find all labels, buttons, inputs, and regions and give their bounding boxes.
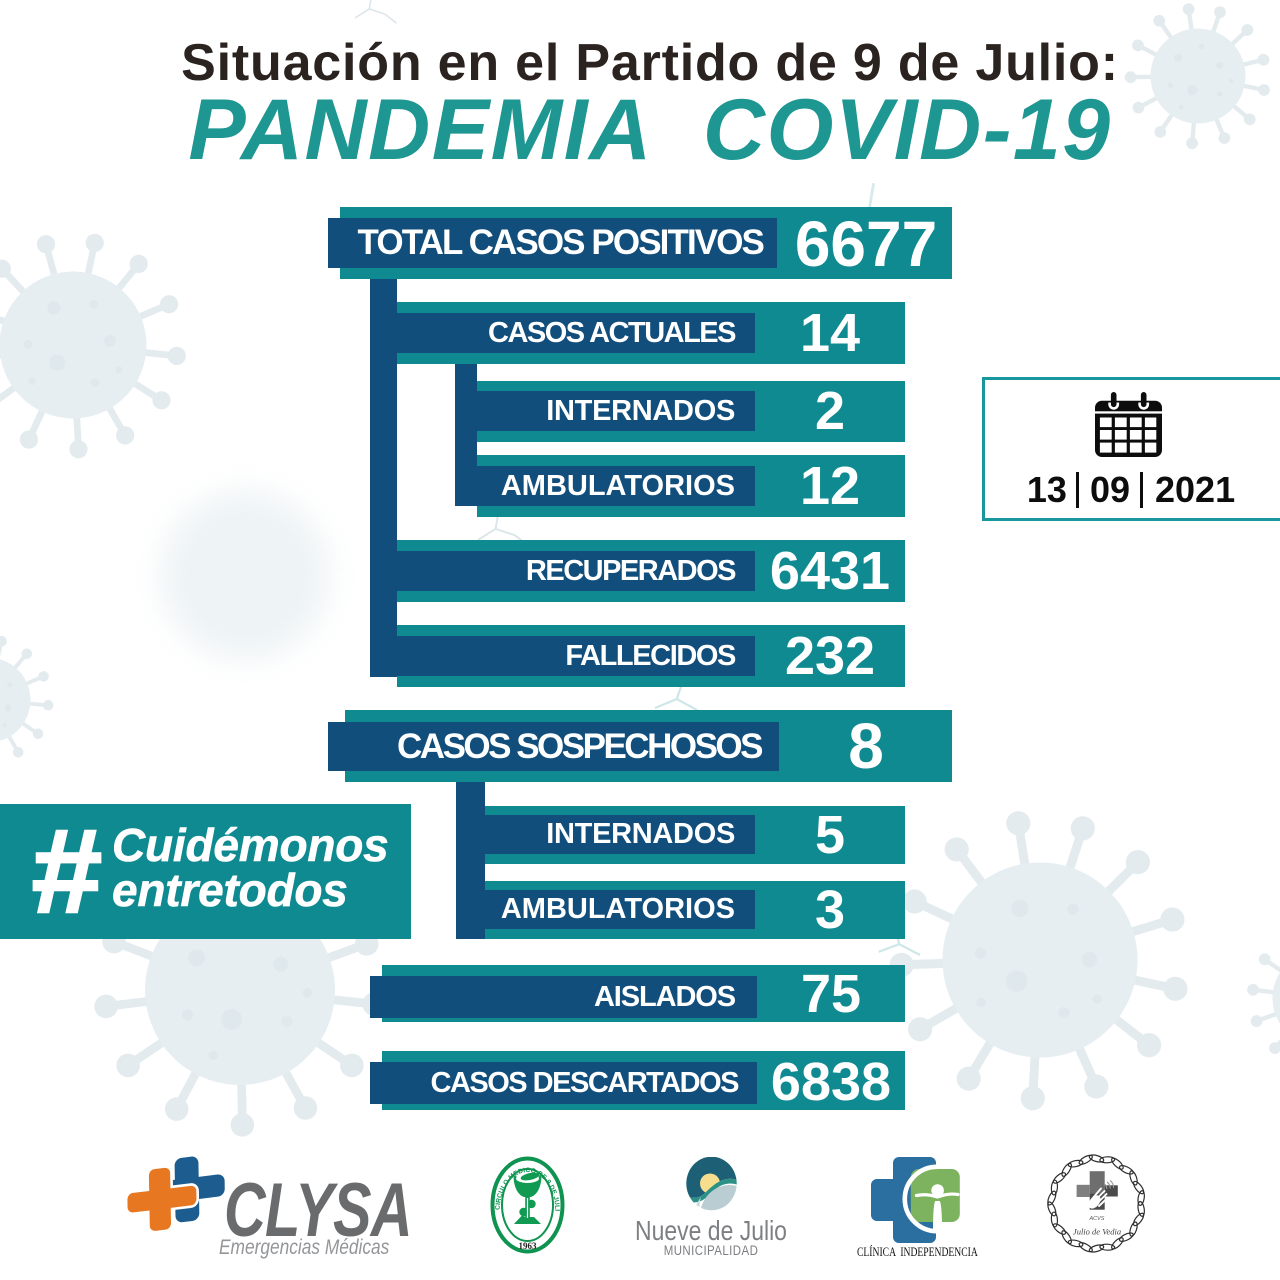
svg-text:ACVS: ACVS — [1089, 1216, 1105, 1222]
svg-text:1963: 1963 — [519, 1241, 538, 1251]
svg-text:Julio de Vedia: Julio de Vedia — [1073, 1227, 1121, 1237]
